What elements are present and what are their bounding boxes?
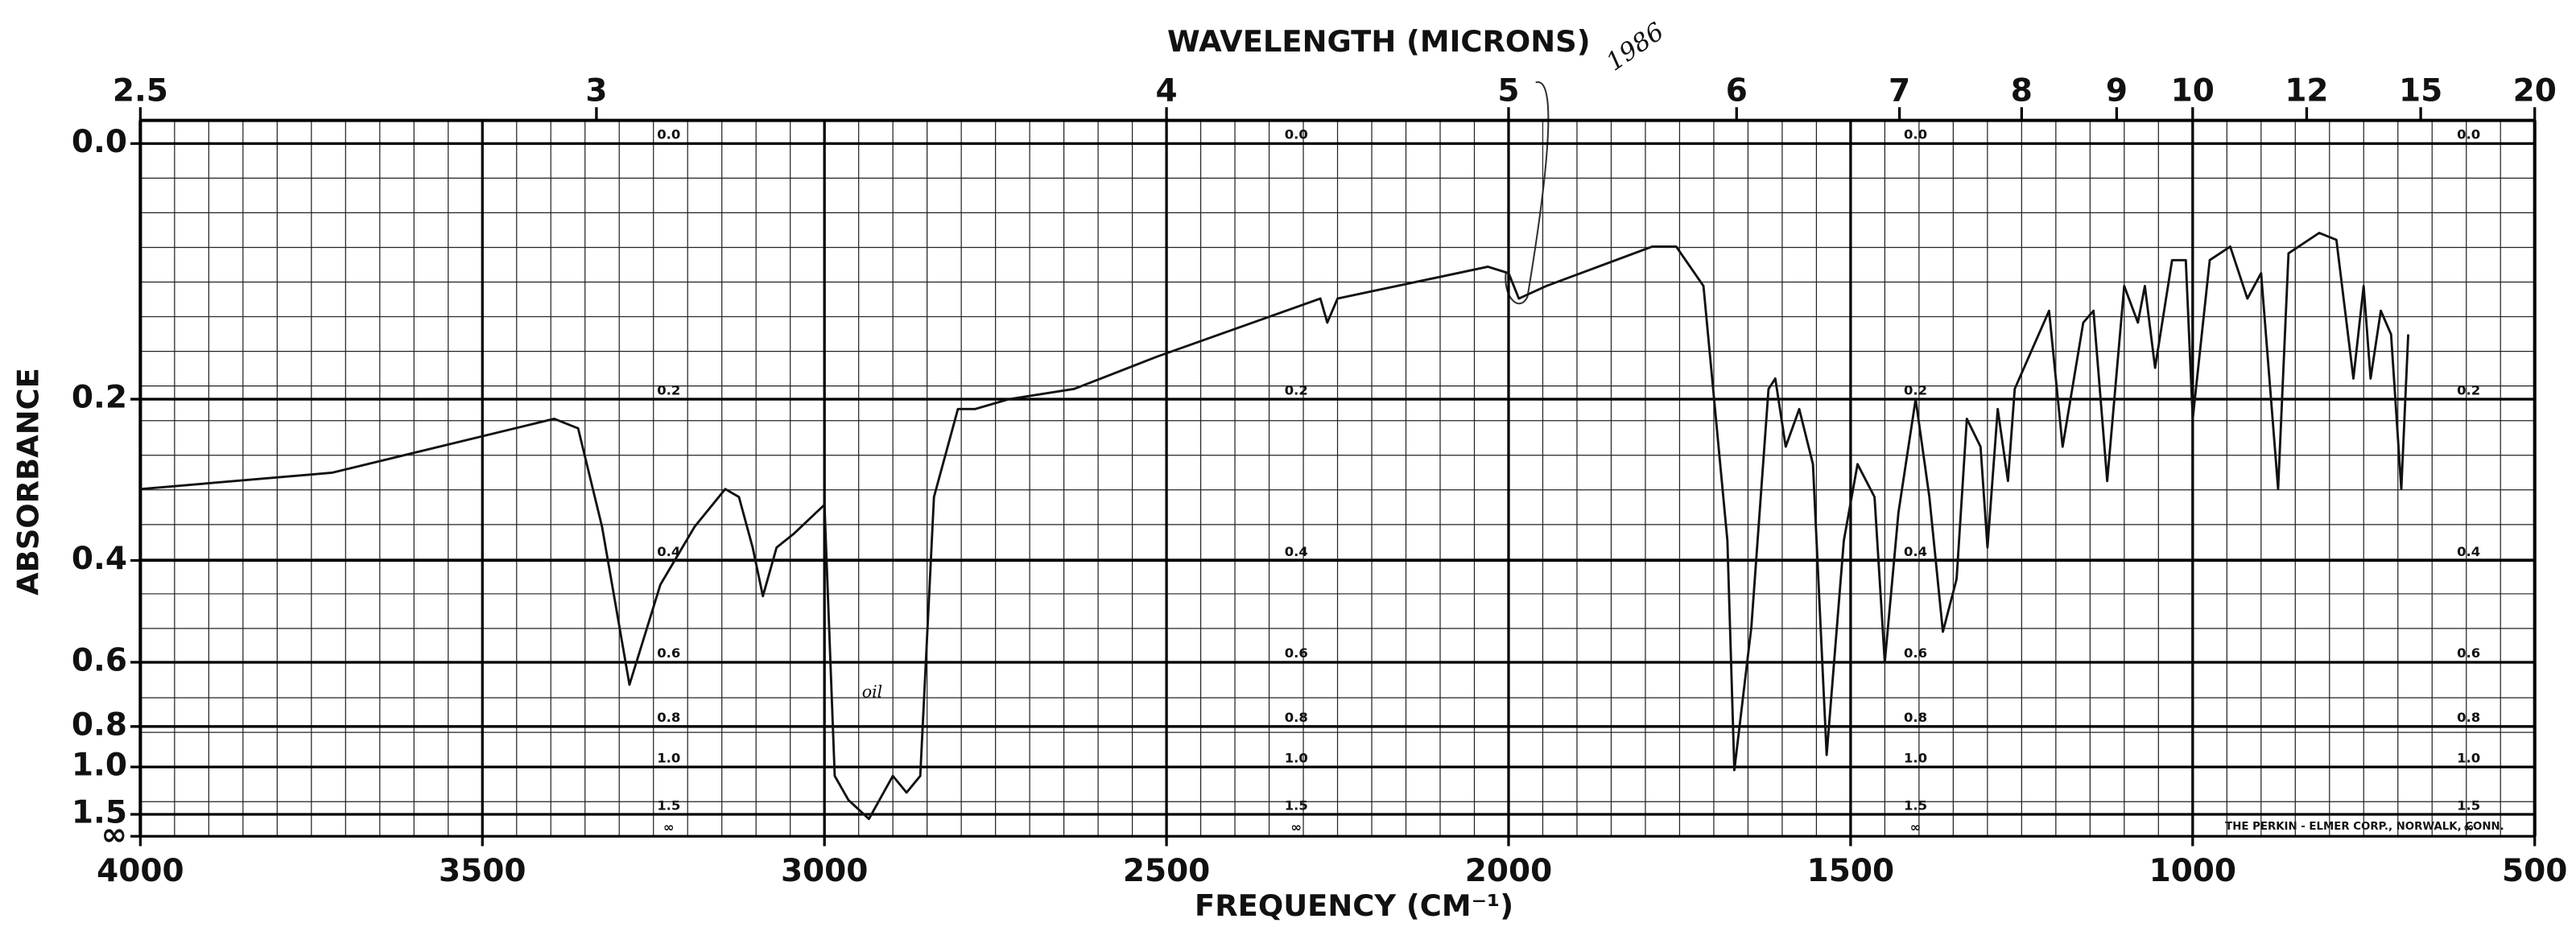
x2-tick-label: 10	[2171, 72, 2215, 109]
x2-tick-label: 5	[1497, 72, 1519, 109]
inner-tick-label: 0.4	[657, 544, 680, 559]
inner-tick-label: 0.4	[1285, 544, 1308, 559]
x-axis-title: FREQUENCY (CM⁻¹)	[1195, 888, 1513, 923]
spectrum-line	[140, 232, 2410, 821]
inner-tick-label: 0.0	[657, 127, 680, 142]
maker-note: THE PERKIN - ELMER CORP., NORWALK, CONN.	[2225, 821, 2504, 833]
inner-tick-label: 0.6	[1285, 645, 1308, 661]
x2-tick-label: 7	[1889, 72, 1910, 109]
y-tick-label: 0.8	[72, 707, 127, 743]
x2-tick-label: 20	[2513, 72, 2557, 109]
y-tick-label: 0.4	[72, 541, 127, 577]
inner-tick-label: ∞	[1910, 820, 1922, 835]
inner-tick-label: 1.0	[1285, 750, 1308, 765]
inner-tick-label: 0.4	[1904, 544, 1927, 559]
y-tick-label: 1.5	[72, 795, 127, 831]
handwritten-note: oil	[862, 682, 882, 701]
handwritten-note: 1986	[1601, 17, 1670, 76]
inner-tick-label: 0.4	[2457, 544, 2480, 559]
x-tick-label: 500	[2502, 853, 2567, 889]
inner-tick-label: 1.0	[657, 750, 680, 765]
y-tick-label: 1.0	[72, 748, 127, 784]
inner-tick-label: 0.2	[657, 382, 680, 398]
x-tick-label: 1500	[1807, 853, 1894, 889]
inner-tick-label: 0.8	[657, 710, 680, 725]
inner-tick-label: 0.6	[2457, 645, 2480, 661]
inner-tick-label: 0.2	[2457, 382, 2480, 398]
x2-tick-label: 12	[2285, 72, 2328, 109]
x2-tick-label: 4	[1156, 72, 1178, 109]
inner-tick-label: 0.8	[2457, 710, 2480, 725]
x-tick-label: 2000	[1465, 853, 1552, 889]
inner-tick-label: 0.0	[1285, 127, 1308, 142]
inner-tick-label: 0.0	[1904, 127, 1927, 142]
x2-tick-label: 6	[1726, 72, 1748, 109]
inner-tick-label: 0.6	[657, 645, 680, 661]
inner-tick-label: 0.2	[1285, 382, 1308, 398]
inner-tick-label: 1.5	[1904, 797, 1927, 813]
inner-tick-label: 1.5	[657, 797, 680, 813]
y-tick-label: ∞	[101, 817, 126, 853]
y-tick-label: 0.0	[72, 124, 127, 160]
inner-tick-label: 0.8	[1285, 710, 1308, 725]
x-tick-label: 1000	[2149, 853, 2236, 889]
x2-tick-label: 8	[2011, 72, 2033, 109]
x2-tick-label: 9	[2106, 72, 2128, 109]
x2-tick-label: 15	[2399, 72, 2442, 109]
inner-tick-label: ∞	[2463, 820, 2475, 835]
inner-tick-label: 0.2	[1904, 382, 1927, 398]
inner-tick-label: 1.5	[2457, 797, 2480, 813]
x-tick-label: 2500	[1123, 853, 1210, 889]
x-tick-label: 4000	[97, 853, 184, 889]
inner-tick-label: ∞	[1290, 820, 1302, 835]
inner-tick-label: ∞	[663, 820, 675, 835]
x-tick-label: 3000	[781, 853, 868, 889]
inner-tick-label: 0.6	[1904, 645, 1927, 661]
inner-tick-label: 0.0	[2457, 127, 2480, 142]
x2-tick-label: 3	[585, 72, 607, 109]
x-tick-label: 3500	[439, 853, 526, 889]
top-axis-title: WAVELENGTH (MICRONS)	[1167, 24, 1591, 59]
y-tick-label: 0.2	[72, 380, 127, 416]
y-tick-label: 0.6	[72, 643, 127, 679]
inner-tick-label: 0.8	[1904, 710, 1927, 725]
y-axis-title: ABSORBANCE	[10, 368, 45, 595]
pen-stroke	[1505, 81, 1550, 305]
x2-tick-label: 2.5	[113, 72, 168, 109]
inner-tick-label: 1.5	[1285, 797, 1308, 813]
inner-tick-label: 1.0	[2457, 750, 2480, 765]
inner-tick-label: 1.0	[1904, 750, 1927, 765]
